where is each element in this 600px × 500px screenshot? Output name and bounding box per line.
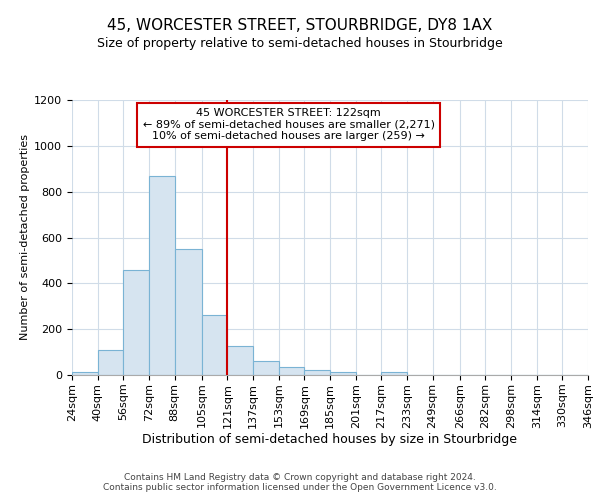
Bar xyxy=(279,367,304,375)
Text: Size of property relative to semi-detached houses in Stourbridge: Size of property relative to semi-detach… xyxy=(97,38,503,51)
Bar xyxy=(98,350,123,375)
Bar xyxy=(175,249,202,375)
Bar xyxy=(330,372,356,375)
Bar xyxy=(381,372,407,375)
Bar xyxy=(149,176,175,375)
Y-axis label: Number of semi-detached properties: Number of semi-detached properties xyxy=(20,134,30,340)
Bar xyxy=(304,370,330,375)
Bar xyxy=(72,372,98,375)
Text: 45 WORCESTER STREET: 122sqm
← 89% of semi-detached houses are smaller (2,271)
10: 45 WORCESTER STREET: 122sqm ← 89% of sem… xyxy=(143,108,435,142)
Text: Contains HM Land Registry data © Crown copyright and database right 2024.
Contai: Contains HM Land Registry data © Crown c… xyxy=(103,473,497,492)
Text: Distribution of semi-detached houses by size in Stourbridge: Distribution of semi-detached houses by … xyxy=(143,432,517,446)
Bar xyxy=(253,361,279,375)
Text: 45, WORCESTER STREET, STOURBRIDGE, DY8 1AX: 45, WORCESTER STREET, STOURBRIDGE, DY8 1… xyxy=(107,18,493,32)
Bar xyxy=(123,270,149,375)
Bar xyxy=(227,346,253,375)
Bar xyxy=(202,316,227,375)
